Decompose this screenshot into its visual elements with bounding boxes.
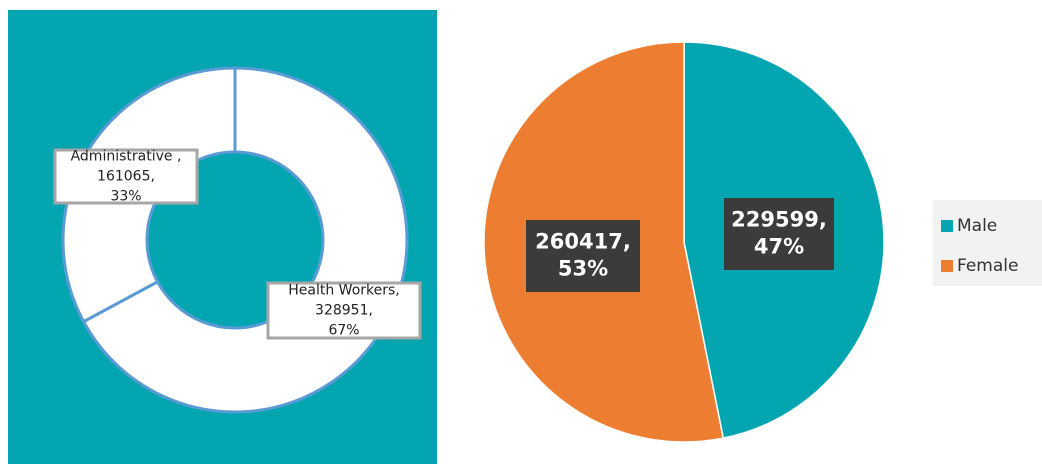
data-label: Administrative , 161065, 33% [71,149,182,205]
legend-swatch [941,260,953,272]
data-label-box [266,281,422,340]
data-label-box [724,198,834,270]
data-label: 229599, 47% [731,208,827,259]
data-label-box [53,148,199,205]
data-label: Health Workers, 328951, 67% [288,283,400,339]
data-label-box [526,220,640,292]
data-label: 260417, 53% [535,230,631,281]
legend-label: Male [957,216,997,236]
legend-swatch [941,220,953,232]
legend-label: Female [957,256,1018,276]
